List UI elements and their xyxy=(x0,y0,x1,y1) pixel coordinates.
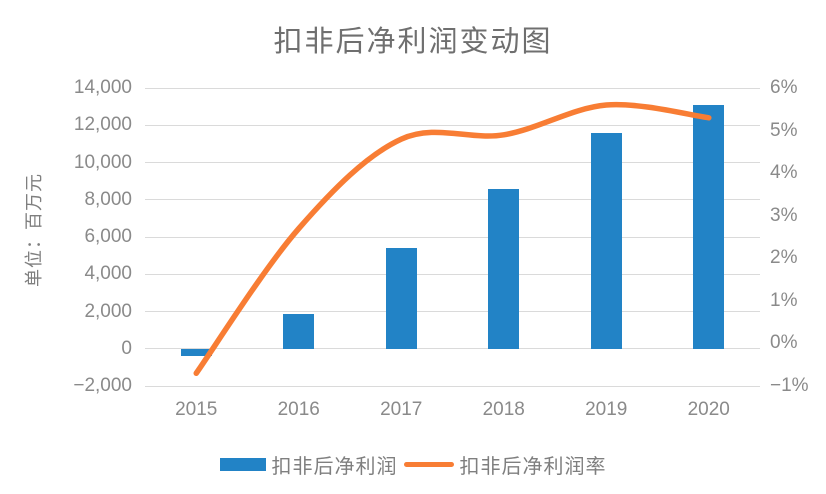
gridline xyxy=(145,199,760,201)
bar-2016 xyxy=(283,314,315,349)
y-left-tick-label: 4,000 xyxy=(84,263,132,285)
gridline xyxy=(145,273,760,275)
gridline xyxy=(145,311,760,312)
y-left-tick-label: 6,000 xyxy=(84,226,132,247)
bar-2019 xyxy=(590,132,622,349)
legend: 扣非后净利润 扣非后净利润率 xyxy=(0,451,826,478)
gridline xyxy=(145,87,760,89)
legend-line-swatch-icon xyxy=(403,461,454,467)
x-tick-label: 2020 xyxy=(687,399,730,420)
y-right-tick-label: 1% xyxy=(770,289,798,311)
y-left-tick-label: 10,000 xyxy=(73,151,132,173)
x-tick-label: 2017 xyxy=(380,399,423,420)
gridline xyxy=(145,348,760,350)
gridline xyxy=(145,385,760,387)
line-path xyxy=(193,101,712,376)
y-left-tick-label: 2,000 xyxy=(84,300,132,322)
bar-2015 xyxy=(180,348,212,357)
x-tick-label: 2016 xyxy=(277,399,320,420)
legend-label-line: 扣非后净利润率 xyxy=(459,455,607,478)
gridline xyxy=(145,162,760,163)
y-left-tick-label: 12,000 xyxy=(73,114,132,136)
chart-title: 扣非后净利润变动图 xyxy=(273,26,553,58)
x-tick-label: 2018 xyxy=(482,399,525,420)
y-right-tick-label: 2% xyxy=(770,247,798,269)
y-right-tick-label: 5% xyxy=(770,119,798,141)
plot-area xyxy=(145,87,760,387)
x-tick-label: 2015 xyxy=(175,399,218,420)
y-right-tick-label: 4% xyxy=(770,162,798,184)
x-tick-label: 2019 xyxy=(585,399,628,420)
y-right-tick-label: −1% xyxy=(770,375,809,396)
y-left-tick-label: 8,000 xyxy=(84,188,132,210)
legend-label-bar: 扣非后净利润 xyxy=(271,455,398,478)
bar-2020 xyxy=(693,104,725,349)
y-left-tick-label: 0 xyxy=(121,337,132,359)
bar-2017 xyxy=(385,248,417,349)
line-series xyxy=(193,101,712,376)
legend-bar-swatch-icon xyxy=(219,457,266,471)
gridline xyxy=(145,236,760,238)
y-left-tick-label: −2,000 xyxy=(73,375,132,396)
bar-2018 xyxy=(488,188,520,349)
gridline xyxy=(145,124,760,126)
y-right-tick-label: 6% xyxy=(770,77,798,98)
y-left-tick-label: 14,000 xyxy=(73,77,132,98)
y-right-tick-label: 3% xyxy=(770,204,798,226)
y-right-tick-label: 0% xyxy=(770,332,798,354)
